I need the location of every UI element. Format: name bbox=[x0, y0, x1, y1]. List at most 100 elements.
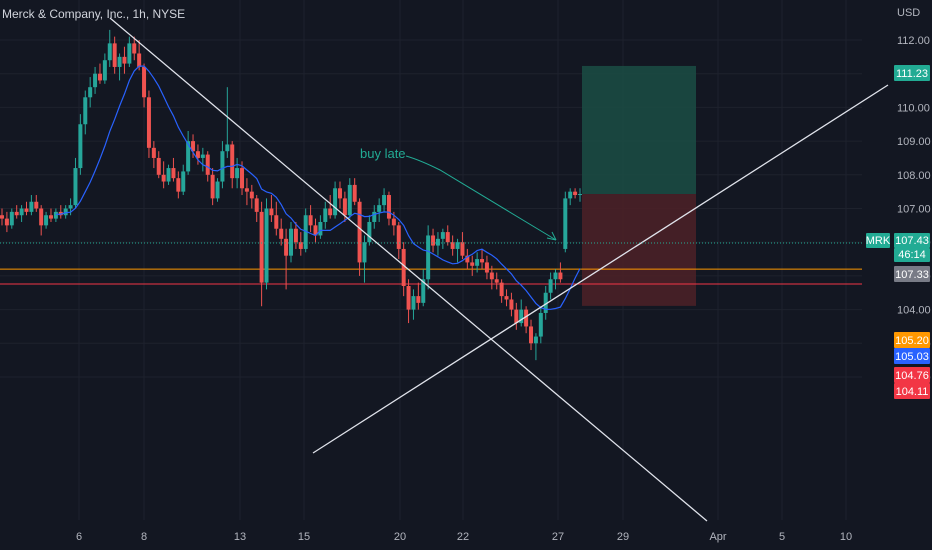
candle-body bbox=[215, 181, 220, 199]
candle-body bbox=[450, 242, 455, 249]
candle-body bbox=[93, 73, 98, 88]
symbol-title[interactable]: Merck & Company, Inc., 1h, NYSE bbox=[2, 7, 186, 21]
candle-body bbox=[151, 147, 156, 158]
candle-body bbox=[499, 282, 504, 297]
candle-body bbox=[362, 242, 367, 263]
candle-body bbox=[44, 215, 49, 226]
time-tick-label: 8 bbox=[141, 531, 147, 543]
candle-body bbox=[181, 171, 186, 192]
candlestick-series bbox=[0, 29, 582, 361]
stop-loss-badge-bg bbox=[894, 383, 930, 399]
candle-body bbox=[558, 272, 563, 280]
price-tick-label: 104.00 bbox=[897, 305, 931, 317]
time-tick-label: 27 bbox=[552, 531, 564, 543]
candle-body bbox=[382, 195, 387, 206]
candle-body bbox=[102, 60, 107, 81]
candle-body bbox=[225, 144, 230, 152]
currency-label: USD bbox=[897, 7, 921, 19]
candle-body bbox=[396, 225, 401, 249]
candle-body bbox=[435, 238, 440, 246]
candle-body bbox=[426, 235, 431, 280]
horizontal-levels bbox=[0, 268, 862, 285]
candle-body bbox=[4, 218, 9, 226]
candle-body bbox=[519, 309, 524, 324]
candle-body bbox=[475, 259, 480, 266]
candle-body bbox=[342, 198, 347, 216]
candle-body bbox=[68, 205, 73, 209]
candle-body bbox=[210, 174, 215, 199]
previous-close-badge-bg bbox=[894, 266, 930, 282]
descending-trendline bbox=[109, 17, 708, 522]
symbol-badge: MRK bbox=[866, 235, 891, 247]
candle-body bbox=[548, 279, 553, 293]
candle-body bbox=[323, 208, 328, 222]
candle-body bbox=[440, 232, 445, 239]
stop-loss-badge: 104.11 bbox=[896, 386, 929, 398]
price-tick-label: 112.00 bbox=[897, 35, 930, 47]
time-axis[interactable]: 6 8 13 15 20 22 27 29 Apr 5 10 bbox=[76, 531, 852, 543]
candle-body bbox=[533, 336, 538, 344]
candle-body bbox=[401, 248, 406, 287]
grid-lines bbox=[0, 0, 862, 520]
candle-body bbox=[484, 262, 489, 273]
price-tick-label: 109.00 bbox=[897, 136, 931, 148]
candle-body bbox=[117, 56, 122, 67]
candle-body bbox=[200, 154, 205, 158]
candle-body bbox=[357, 201, 362, 263]
candle-body bbox=[563, 198, 568, 249]
previous-close-badge: 107.33 bbox=[895, 269, 929, 281]
candle-body bbox=[73, 168, 78, 206]
candle-body bbox=[171, 168, 176, 179]
position-zones bbox=[582, 65, 696, 306]
candle-body bbox=[318, 221, 323, 236]
candle-body bbox=[161, 174, 166, 182]
candle-body bbox=[333, 188, 338, 216]
candle-body bbox=[146, 97, 151, 148]
buy-late-annotation[interactable]: buy late bbox=[360, 146, 557, 241]
bar-countdown-badge-bg bbox=[894, 248, 930, 262]
time-tick-label: Apr bbox=[709, 531, 726, 543]
candle-body bbox=[205, 154, 210, 175]
candle-body bbox=[107, 43, 112, 61]
moving-average-badge: 105.03 bbox=[895, 351, 929, 363]
take-profit-zone bbox=[582, 65, 696, 195]
candle-body bbox=[244, 188, 249, 192]
candle-body bbox=[249, 191, 254, 199]
price-badges: 111.23 MRK 107.43 46:14 107.33 105.20 105.03 10… bbox=[866, 65, 930, 399]
candle-body bbox=[127, 43, 132, 64]
candle-body bbox=[553, 272, 558, 280]
time-tick-label: 15 bbox=[298, 531, 310, 543]
candle-body bbox=[24, 208, 29, 212]
candle-body bbox=[538, 312, 543, 337]
candle-body bbox=[460, 242, 465, 256]
symbol-badge-bg bbox=[866, 233, 890, 248]
stop-loss-zone bbox=[582, 194, 696, 306]
candle-body bbox=[543, 292, 548, 313]
candle-body bbox=[14, 211, 19, 216]
annotation-text: buy late bbox=[360, 146, 406, 161]
candle-body bbox=[48, 215, 53, 219]
candle-body bbox=[142, 66, 147, 98]
candle-body bbox=[78, 124, 83, 169]
candle-body bbox=[480, 259, 485, 263]
candle-body bbox=[122, 56, 127, 64]
candle-body bbox=[431, 235, 436, 246]
trendlines[interactable] bbox=[109, 17, 889, 522]
moving-average-line bbox=[55, 65, 581, 310]
candle-body bbox=[264, 208, 269, 283]
candle-body bbox=[298, 242, 303, 249]
annotation-arrowhead bbox=[546, 231, 557, 241]
candle-body bbox=[328, 208, 333, 216]
candle-body bbox=[386, 195, 391, 219]
candle-body bbox=[29, 201, 34, 212]
candle-body bbox=[337, 188, 342, 199]
candle-body bbox=[156, 157, 161, 175]
candle-body bbox=[421, 279, 426, 303]
candle-body bbox=[220, 151, 225, 182]
candle-body bbox=[445, 232, 450, 243]
orange-level-badge-bg bbox=[894, 332, 930, 348]
candle-body bbox=[568, 191, 573, 199]
time-tick-label: 5 bbox=[779, 531, 785, 543]
